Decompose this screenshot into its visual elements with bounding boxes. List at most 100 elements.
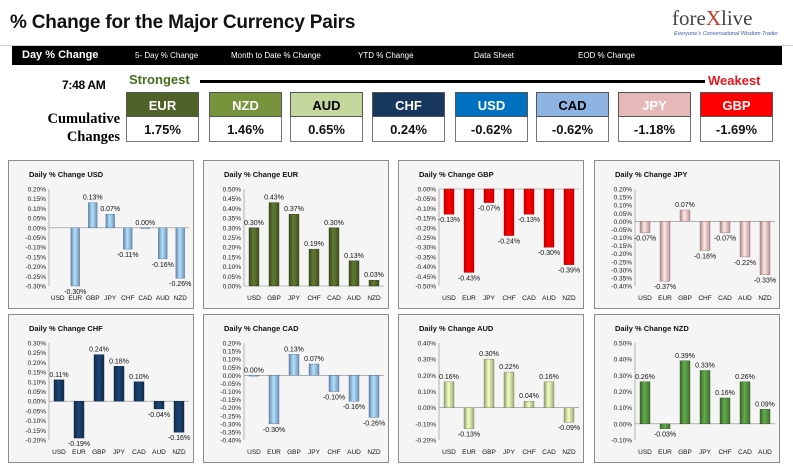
strength-scale-line <box>200 80 705 83</box>
currency-cumulative-value: 1.75% <box>126 117 199 142</box>
data-label: -0.22% <box>734 260 756 267</box>
category-label: GBP <box>92 449 106 456</box>
data-label: -0.09% <box>558 425 580 432</box>
y-tick-label: 0.20% <box>614 187 633 194</box>
y-tick-label: 0.25% <box>223 235 242 242</box>
currency-cumulative-value: 0.24% <box>372 117 445 142</box>
data-label: -0.26% <box>363 420 385 427</box>
y-tick-label: 0.20% <box>614 389 633 396</box>
page-title: % Change for the Major Currency Pairs <box>10 12 356 33</box>
bar <box>175 227 185 279</box>
y-tick-label: -0.10% <box>611 438 632 445</box>
currency-card-nzd: NZD 1.46% <box>209 92 282 142</box>
bar <box>105 214 115 229</box>
y-tick-label: 0.00% <box>614 421 633 428</box>
category-label: USD <box>442 295 456 302</box>
y-tick-label: 0.20% <box>223 245 242 252</box>
category-label: CAD <box>738 449 752 456</box>
y-tick-label: 0.30% <box>614 373 633 380</box>
data-label: -0.11% <box>117 252 139 259</box>
category-label: GBP <box>678 295 692 302</box>
category-label: NZD <box>172 449 186 456</box>
data-label: -0.07% <box>478 206 500 213</box>
data-label: 0.16% <box>539 374 559 381</box>
y-tick-label: -0.30% <box>220 421 241 428</box>
y-tick-label: -0.05% <box>25 235 46 242</box>
bar <box>153 400 165 410</box>
data-label: -0.33% <box>754 278 776 285</box>
bar <box>328 375 340 392</box>
currency-code: EUR <box>126 92 199 117</box>
y-tick-label: -0.15% <box>611 243 632 250</box>
data-label: -0.18% <box>694 253 716 260</box>
y-tick-label: -0.05% <box>415 196 436 203</box>
y-tick-label: 0.20% <box>28 187 47 194</box>
tab-data-sheet[interactable]: Data Sheet <box>474 51 515 60</box>
data-label: -0.37% <box>654 284 676 291</box>
tab-5-day-change[interactable]: 5- Day % Change <box>135 51 199 60</box>
category-label: EUR <box>68 295 82 302</box>
currency-card-chf: CHF 0.24% <box>372 92 445 142</box>
data-label: 0.13% <box>344 253 364 260</box>
y-tick-label: 0.40% <box>223 206 242 213</box>
bar <box>288 214 300 287</box>
y-tick-label: 0.20% <box>28 360 47 367</box>
bar <box>288 354 300 376</box>
data-label: 0.18% <box>109 358 129 365</box>
y-tick-label: 0.15% <box>223 349 242 356</box>
y-tick-label: -0.30% <box>25 284 46 291</box>
tab-eod-change[interactable]: EOD % Change <box>578 51 635 60</box>
category-label: CHF <box>307 295 320 302</box>
currency-code: NZD <box>209 92 282 117</box>
chart-title: Daily % Change GBP <box>419 170 494 179</box>
y-tick-label: 0.40% <box>614 357 633 364</box>
data-label: 0.19% <box>304 241 324 248</box>
y-tick-label: -0.10% <box>220 389 241 396</box>
bar <box>503 188 515 236</box>
bar <box>328 227 340 287</box>
tab-day-change[interactable]: Day % Change <box>22 46 99 65</box>
bar <box>133 381 145 402</box>
bar <box>348 260 360 287</box>
chart-title: Daily % Change CHF <box>29 324 103 333</box>
bar <box>739 221 751 258</box>
data-label: 0.43% <box>264 195 284 202</box>
bar-chart: Daily % Change CAD0.20%0.15%0.10%0.05%0.… <box>220 324 385 456</box>
category-label: GBP <box>678 449 692 456</box>
bar <box>719 221 731 233</box>
bar <box>88 202 98 229</box>
data-label: -0.19% <box>68 441 90 448</box>
category-label: AUD <box>542 295 556 302</box>
y-tick-label: 0.45% <box>223 196 242 203</box>
tab-ytd-change[interactable]: YTD % Change <box>358 51 414 60</box>
forexlive-logo[interactable]: foreXlive Everyone's Conversational Wisd… <box>672 6 780 42</box>
category-label: CAD <box>327 295 341 302</box>
bar <box>463 407 475 429</box>
data-label: 0.04% <box>519 393 539 400</box>
category-label: CHF <box>121 295 134 302</box>
bar <box>368 375 380 418</box>
y-tick-label: 0.50% <box>614 341 633 348</box>
category-label: CHF <box>522 449 535 456</box>
chart-panel: Daily % Change CAD 0.20% 0.15% 0.10% 0.05% 0.… <box>203 314 389 463</box>
bar-chart: Daily % Change AUD 0.40% 0.30% 0.20% 0.10% 0.… <box>415 324 580 456</box>
tab-month-to-date-change[interactable]: Month to Date % Change <box>231 51 321 60</box>
y-tick-label: -0.20% <box>25 264 46 271</box>
bar <box>308 363 320 376</box>
y-tick-label: 0.25% <box>28 350 47 357</box>
data-label: 0.33% <box>695 362 715 369</box>
category-label: AUD <box>347 295 361 302</box>
y-tick-label: 0.15% <box>614 195 633 202</box>
category-label: EUR <box>72 449 86 456</box>
bar <box>93 354 105 402</box>
y-tick-label: -0.10% <box>415 206 436 213</box>
data-label: -0.07% <box>714 236 736 243</box>
currency-cumulative-value: 1.46% <box>209 117 282 142</box>
data-label: 0.00% <box>244 367 264 374</box>
y-tick-label: 0.15% <box>28 196 47 203</box>
data-label: -0.04% <box>148 412 170 419</box>
y-tick-label: 0.00% <box>614 219 633 226</box>
bar <box>248 375 260 377</box>
data-label: 0.13% <box>83 195 103 202</box>
bar <box>679 360 691 425</box>
